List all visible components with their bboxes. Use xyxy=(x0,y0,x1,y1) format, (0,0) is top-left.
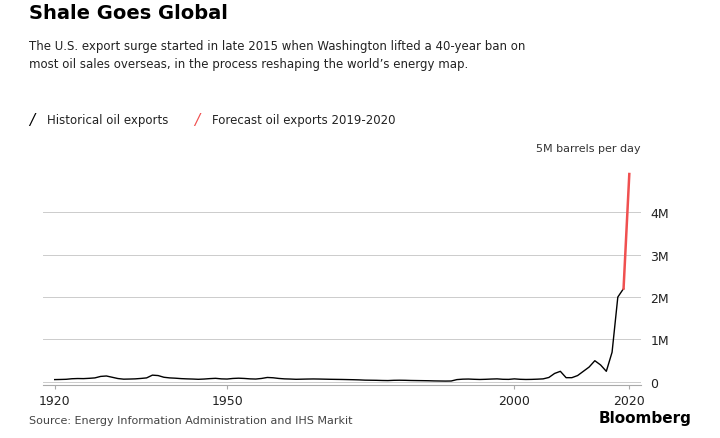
Text: 5M barrels per day: 5M barrels per day xyxy=(536,143,641,153)
Text: Bloomberg: Bloomberg xyxy=(598,410,691,425)
Text: The U.S. export surge started in late 2015 when Washington lifted a 40-year ban : The U.S. export surge started in late 20… xyxy=(29,39,525,71)
Text: /: / xyxy=(29,113,34,128)
Text: Forecast oil exports 2019-2020: Forecast oil exports 2019-2020 xyxy=(212,114,396,127)
Text: Source: Energy Information Administration and IHS Markit: Source: Energy Information Administratio… xyxy=(29,415,352,425)
Text: Shale Goes Global: Shale Goes Global xyxy=(29,4,228,23)
Text: /: / xyxy=(194,113,199,128)
Text: Historical oil exports: Historical oil exports xyxy=(47,114,168,127)
